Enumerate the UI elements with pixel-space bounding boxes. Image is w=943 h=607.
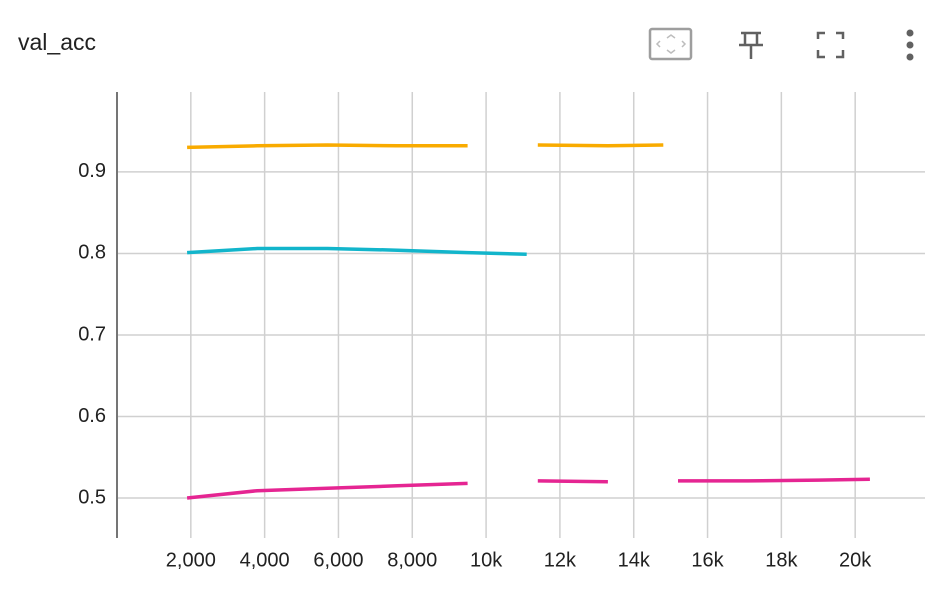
more-button[interactable]	[906, 29, 914, 61]
x-tick-label: 4,000	[240, 549, 290, 571]
fullscreen-button[interactable]	[816, 31, 845, 59]
y-tick-label: 0.7	[78, 323, 106, 345]
x-tick-label: 20k	[839, 549, 872, 571]
y-tick-label: 0.9	[78, 160, 106, 182]
series-line	[186, 246, 527, 257]
x-tick-label: 10k	[470, 549, 503, 571]
y-tick-label: 0.8	[78, 242, 106, 264]
y-tick-label: 0.5	[78, 486, 106, 508]
series-line	[187, 143, 664, 150]
x-tick-label: 6,000	[313, 549, 363, 571]
x-tick-label: 2,000	[166, 549, 216, 571]
pin-button[interactable]	[739, 31, 763, 59]
chart-title: val_acc	[18, 29, 96, 55]
fit-domain-button[interactable]	[648, 27, 693, 61]
toolbar	[648, 27, 914, 61]
x-tick-label: 16k	[691, 549, 724, 571]
x-tick-label: 14k	[618, 549, 651, 571]
y-tick-label: 0.6	[78, 405, 106, 427]
x-tick-label: 18k	[765, 549, 798, 571]
series-line	[186, 477, 870, 500]
x-tick-label: 12k	[544, 549, 577, 571]
x-tick-label: 8,000	[387, 549, 437, 571]
